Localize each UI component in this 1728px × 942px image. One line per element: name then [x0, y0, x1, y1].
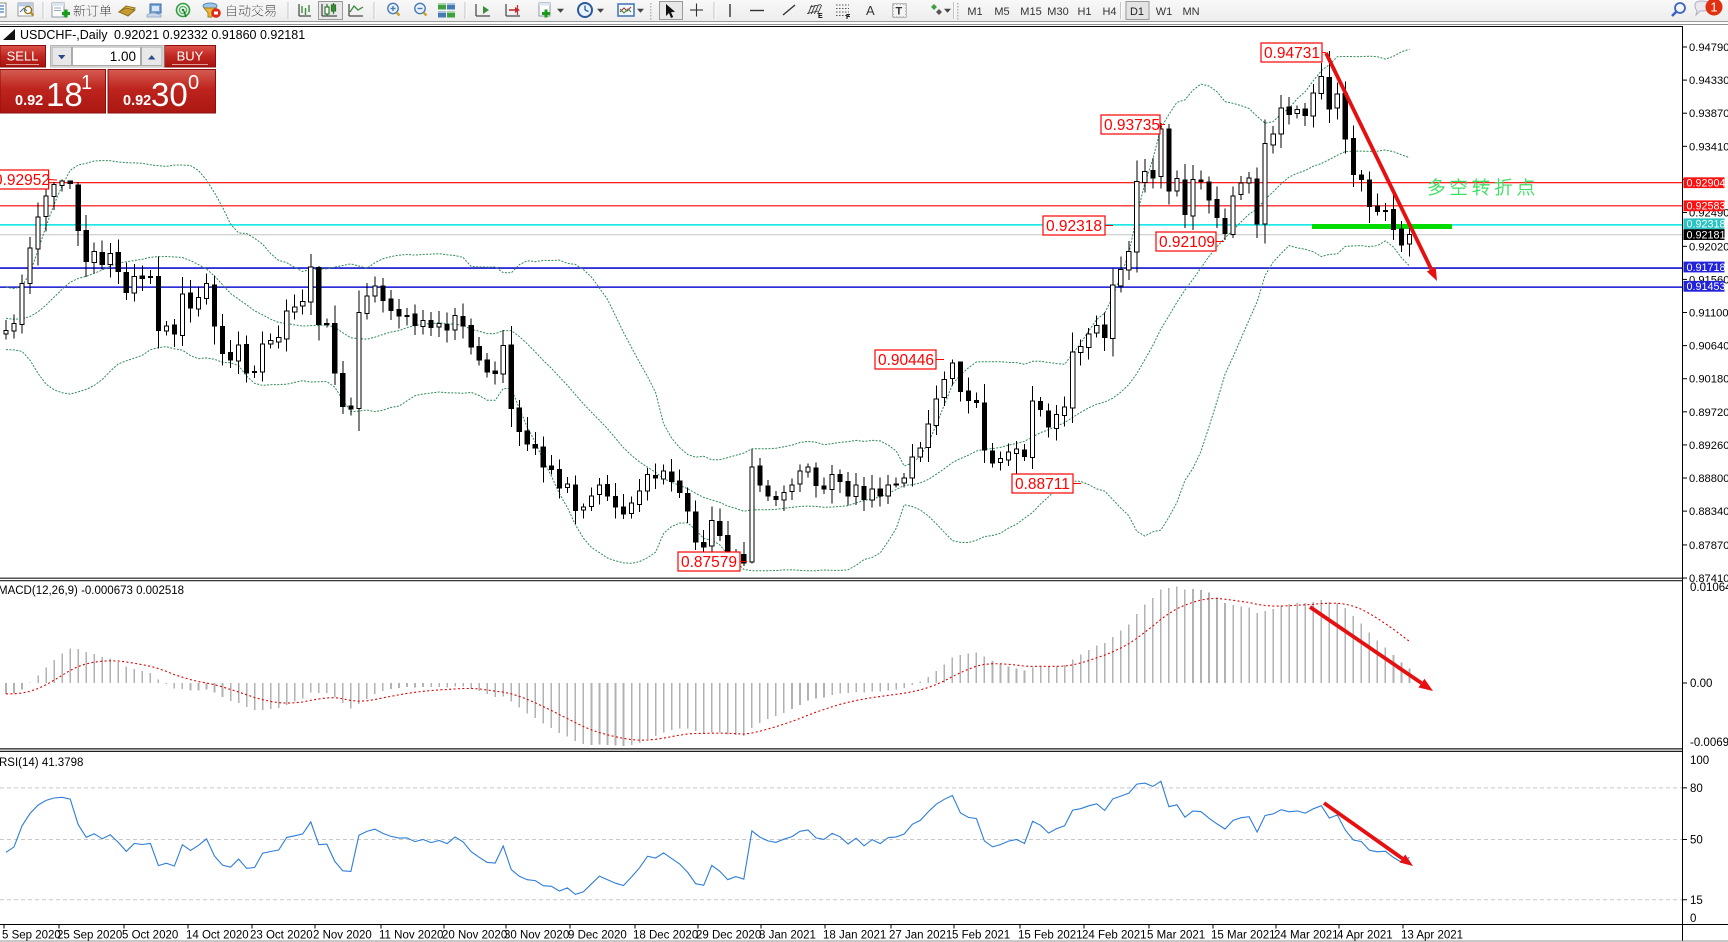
- svg-text:4 Apr 2021: 4 Apr 2021: [1337, 930, 1393, 942]
- svg-text:15 Mar 2021: 15 Mar 2021: [1211, 930, 1276, 942]
- svg-text:SELL: SELL: [7, 49, 39, 64]
- svg-text:30: 30: [151, 76, 188, 113]
- svg-text:23 Oct 2020: 23 Oct 2020: [250, 930, 313, 942]
- svg-text:5 Sep 2020: 5 Sep 2020: [2, 930, 61, 942]
- svg-text:9 Dec 2020: 9 Dec 2020: [568, 930, 627, 942]
- svg-text:30 Nov 2020: 30 Nov 2020: [504, 930, 569, 942]
- svg-text:18: 18: [46, 76, 83, 113]
- svg-text:0.92583: 0.92583: [1687, 201, 1726, 213]
- svg-text:25 Sep 2020: 25 Sep 2020: [57, 930, 122, 942]
- svg-text:M5: M5: [994, 6, 1009, 18]
- svg-text:0.92181: 0.92181: [1687, 229, 1726, 241]
- svg-text:M1: M1: [967, 6, 982, 18]
- svg-text:F: F: [846, 14, 851, 21]
- svg-text:5 Oct 2020: 5 Oct 2020: [122, 930, 178, 942]
- svg-text:1: 1: [1710, 0, 1717, 15]
- svg-text:0.90180: 0.90180: [1689, 374, 1728, 386]
- svg-text:15: 15: [1690, 895, 1703, 907]
- svg-text:0.94790: 0.94790: [1689, 42, 1728, 54]
- svg-text:0.87579: 0.87579: [681, 554, 737, 571]
- svg-text:0.88800: 0.88800: [1689, 473, 1728, 485]
- svg-text:0.92318: 0.92318: [1687, 219, 1726, 231]
- svg-text:0.90640: 0.90640: [1689, 341, 1728, 353]
- svg-text:15 Feb 2021: 15 Feb 2021: [1018, 930, 1083, 942]
- svg-text:0.92952: 0.92952: [0, 172, 50, 189]
- svg-text:0.87410: 0.87410: [1689, 573, 1728, 585]
- svg-text:50: 50: [1690, 835, 1703, 847]
- svg-text:0.89260: 0.89260: [1689, 440, 1728, 452]
- svg-text:14 Oct 2020: 14 Oct 2020: [186, 930, 249, 942]
- svg-text:0.88711: 0.88711: [1015, 476, 1070, 493]
- svg-text:0.92904: 0.92904: [1687, 178, 1726, 190]
- svg-text:H4: H4: [1102, 6, 1116, 18]
- svg-text:20 Nov 2020: 20 Nov 2020: [442, 930, 507, 942]
- svg-text:W1: W1: [1156, 6, 1173, 18]
- svg-text:11 Nov 2020: 11 Nov 2020: [379, 930, 443, 942]
- svg-text:0.92021 0.92332 0.91860 0.9218: 0.92021 0.92332 0.91860 0.92181: [114, 28, 305, 42]
- svg-text:2 Nov 2020: 2 Nov 2020: [313, 930, 372, 942]
- svg-text:13 Apr 2021: 13 Apr 2021: [1401, 930, 1463, 942]
- svg-text:5 Feb 2021: 5 Feb 2021: [952, 930, 1010, 942]
- svg-text:D1: D1: [1130, 6, 1144, 18]
- svg-text:29 Dec 2020: 29 Dec 2020: [696, 930, 761, 942]
- svg-text:0.91718: 0.91718: [1687, 262, 1726, 274]
- svg-text:A: A: [866, 3, 875, 18]
- svg-text:0.93410: 0.93410: [1689, 141, 1728, 153]
- svg-text:RSI(14) 41.3798: RSI(14) 41.3798: [0, 757, 83, 769]
- svg-text:100: 100: [1690, 755, 1709, 767]
- svg-text:0.91100: 0.91100: [1689, 308, 1728, 320]
- svg-text:0.92318: 0.92318: [1046, 218, 1102, 235]
- svg-text:T: T: [896, 6, 903, 18]
- svg-text:0.92: 0.92: [123, 93, 151, 109]
- svg-text:0.94330: 0.94330: [1689, 75, 1728, 87]
- svg-text:0.92: 0.92: [15, 93, 43, 109]
- svg-text:-0.006934: -0.006934: [1690, 737, 1728, 749]
- svg-text:80: 80: [1690, 783, 1703, 795]
- svg-text:0.94731: 0.94731: [1264, 45, 1320, 62]
- svg-text:1: 1: [81, 72, 92, 94]
- svg-text:0.93735: 0.93735: [1104, 117, 1160, 134]
- svg-text:24 Feb 2021: 24 Feb 2021: [1082, 930, 1147, 942]
- svg-text:M30: M30: [1047, 6, 1068, 18]
- svg-text:27 Jan 2021: 27 Jan 2021: [889, 930, 952, 942]
- svg-text:0.91453: 0.91453: [1687, 281, 1726, 293]
- svg-text:0.92109: 0.92109: [1159, 234, 1215, 251]
- svg-text:0.87870: 0.87870: [1689, 540, 1728, 552]
- svg-text:5 Mar 2021: 5 Mar 2021: [1147, 930, 1205, 942]
- svg-text:BUY: BUY: [177, 49, 204, 64]
- svg-text:0.93870: 0.93870: [1689, 108, 1728, 120]
- svg-text:USDCHF-,Daily: USDCHF-,Daily: [20, 28, 108, 42]
- svg-text:0.89720: 0.89720: [1689, 407, 1728, 419]
- svg-text:MN: MN: [1182, 6, 1199, 18]
- svg-text:1.00: 1.00: [110, 49, 136, 64]
- svg-text:8 Jan 2021: 8 Jan 2021: [759, 930, 816, 942]
- svg-text:0: 0: [1690, 913, 1696, 925]
- svg-text:0: 0: [188, 72, 199, 94]
- svg-text:0.90446: 0.90446: [878, 352, 934, 369]
- svg-text:24 Mar 2021: 24 Mar 2021: [1274, 930, 1339, 942]
- svg-text:H1: H1: [1077, 6, 1091, 18]
- svg-text:MACD(12,26,9) -0.000673 0.0025: MACD(12,26,9) -0.000673 0.002518: [0, 585, 184, 597]
- svg-text:0.00: 0.00: [1690, 678, 1712, 690]
- svg-text:E: E: [818, 13, 823, 20]
- svg-text:0.88340: 0.88340: [1689, 506, 1728, 518]
- svg-text:0.92020: 0.92020: [1689, 241, 1728, 253]
- svg-text:M15: M15: [1020, 6, 1041, 18]
- svg-text:18 Jan 2021: 18 Jan 2021: [823, 930, 886, 942]
- svg-text:0.01064: 0.01064: [1690, 582, 1728, 594]
- svg-text:18 Dec 2020: 18 Dec 2020: [633, 930, 698, 942]
